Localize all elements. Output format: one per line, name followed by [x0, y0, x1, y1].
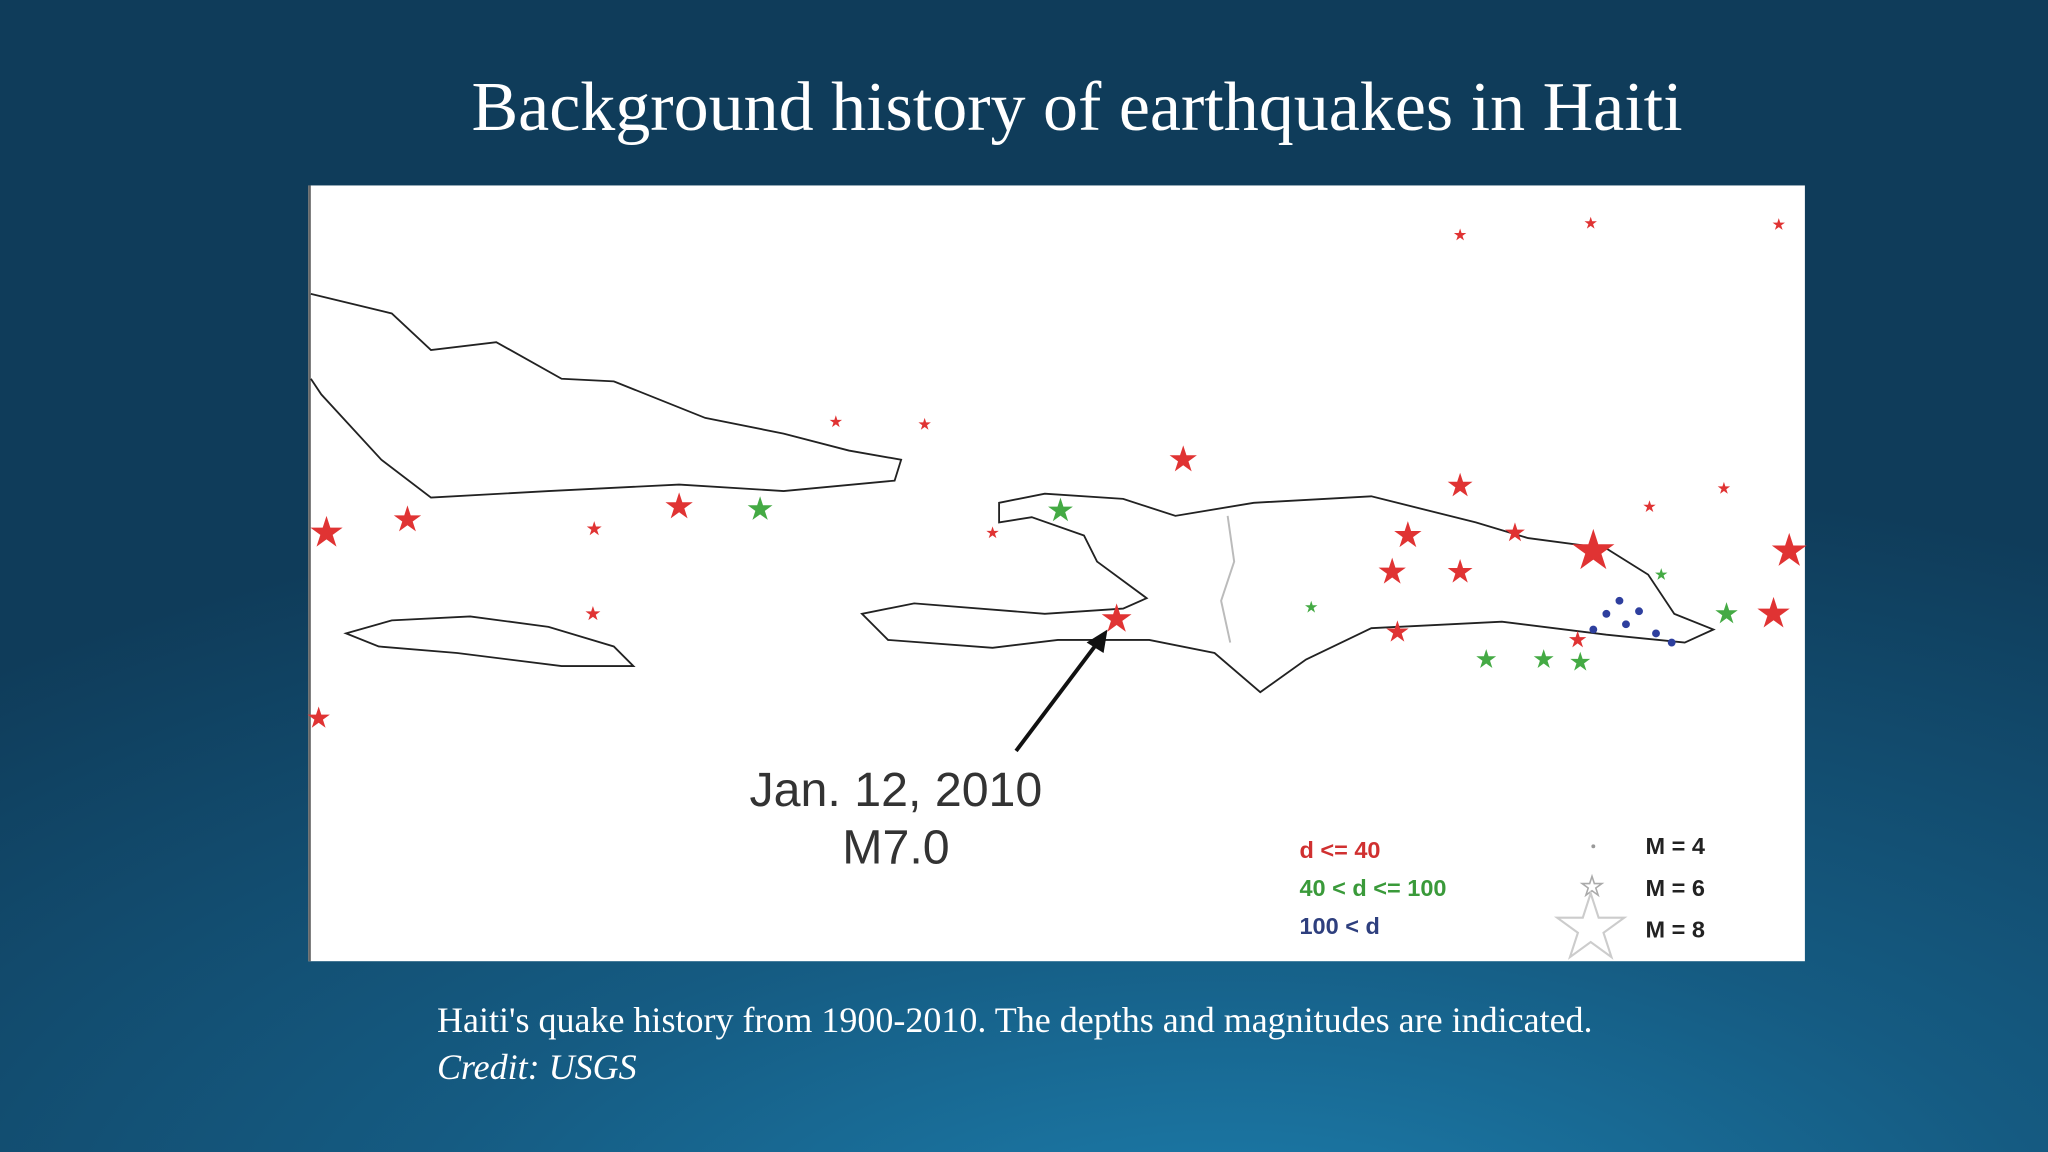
- annotation-date: Jan. 12, 2010: [750, 763, 1043, 817]
- border-line: [1220, 515, 1236, 643]
- map-panel: [308, 185, 1805, 962]
- figure: Jan. 12, 2010 M7.0 d <= 40 40 < d <= 100…: [307, 185, 1807, 962]
- arrow-shaft: [1014, 638, 1102, 753]
- quake-dot: [1622, 620, 1630, 629]
- quake-dot: [1589, 625, 1598, 634]
- legend-depth: 100 < d: [1299, 913, 1379, 939]
- jamaica-outline: [343, 615, 636, 667]
- slide-title: Background history of earthquakes in Hai…: [471, 69, 1682, 146]
- legend-symbol: [1591, 844, 1596, 849]
- quake-dot: [1615, 596, 1624, 605]
- arrow-head: [1086, 629, 1108, 653]
- legend-depth: d <= 40: [1299, 837, 1380, 863]
- quake-dot: [1652, 629, 1660, 638]
- cuba-outline: [310, 292, 903, 499]
- caption-credit: Credit: USGS: [437, 1047, 637, 1087]
- legend-depth: 40 < d <= 100: [1299, 875, 1446, 901]
- deep-quakes: [1589, 596, 1676, 647]
- hispaniola-outline: [860, 492, 1716, 694]
- annotation-magnitude: M7.0: [842, 820, 949, 874]
- legend: d <= 40 40 < d <= 100 100 < d M = 4 M = …: [1299, 833, 1705, 957]
- legend-magnitude: M = 8: [1646, 917, 1705, 943]
- quake-dot: [1635, 607, 1643, 616]
- caption: Haiti's quake history from 1900-2010. Th…: [437, 1000, 1593, 1040]
- coastlines: [310, 292, 1716, 694]
- quake-dot: [1602, 609, 1611, 618]
- legend-magnitude: M = 6: [1646, 875, 1705, 901]
- quake-dot: [1667, 638, 1676, 647]
- legend-magnitude: M = 4: [1646, 833, 1705, 859]
